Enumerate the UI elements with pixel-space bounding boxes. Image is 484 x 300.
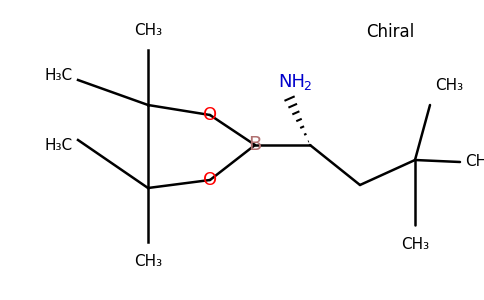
Text: O: O <box>203 171 217 189</box>
Text: B: B <box>248 136 262 154</box>
Text: CH₃: CH₃ <box>465 154 484 169</box>
Text: Chiral: Chiral <box>366 23 414 41</box>
Text: CH₃: CH₃ <box>134 254 162 269</box>
Text: CH₃: CH₃ <box>435 78 463 93</box>
Text: CH₃: CH₃ <box>401 237 429 252</box>
Text: NH: NH <box>278 73 305 91</box>
Text: H₃C: H₃C <box>45 137 73 152</box>
Text: H₃C: H₃C <box>45 68 73 82</box>
Text: 2: 2 <box>303 80 311 94</box>
Text: O: O <box>203 106 217 124</box>
Text: CH₃: CH₃ <box>134 23 162 38</box>
